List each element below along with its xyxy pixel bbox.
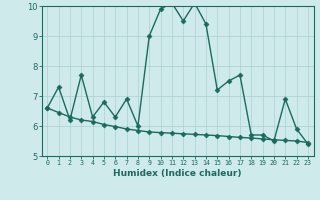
X-axis label: Humidex (Indice chaleur): Humidex (Indice chaleur) (113, 169, 242, 178)
